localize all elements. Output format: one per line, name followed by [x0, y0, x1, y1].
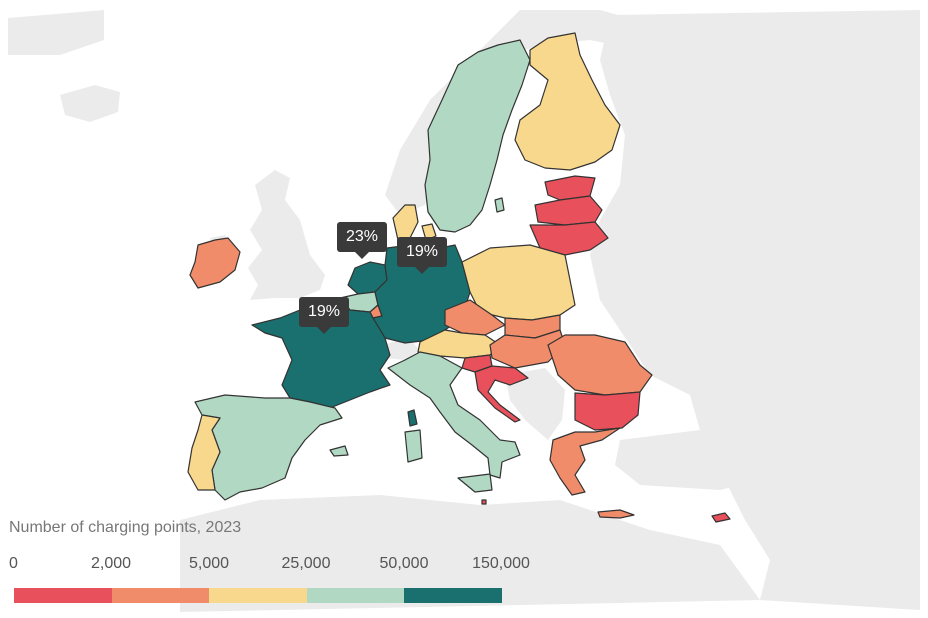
legend-swatch-0	[14, 588, 112, 603]
land-north-cap	[8, 10, 104, 55]
country-croatia[interactable]	[474, 365, 529, 423]
country-italy-sardinia[interactable]	[404, 429, 423, 463]
callout-netherlands: 23%	[337, 222, 388, 259]
legend-swatch-3	[306, 588, 405, 603]
country-spain-balearics[interactable]	[329, 445, 349, 457]
land-great-britain	[248, 170, 325, 300]
country-greece[interactable]	[549, 427, 621, 496]
country-france-corsica[interactable]	[407, 409, 418, 427]
country-denmark-zealand[interactable]	[421, 223, 437, 241]
land-iceland	[60, 85, 120, 122]
legend-swatch-2	[209, 588, 307, 603]
legend-swatch-1	[111, 588, 210, 603]
legend-tick-3: 25,000	[281, 555, 331, 572]
country-romania[interactable]	[547, 334, 653, 396]
land-turkey	[615, 420, 810, 490]
country-finland[interactable]	[514, 32, 621, 171]
legend-title: Number of charging points, 2023	[9, 519, 242, 536]
land-africa	[180, 495, 760, 612]
callout-france: 19%	[299, 297, 350, 334]
legend-tick-1: 2,000	[90, 555, 132, 572]
country-portugal[interactable]	[187, 414, 221, 491]
country-bulgaria[interactable]	[574, 391, 641, 431]
country-cyprus[interactable]	[711, 512, 731, 523]
country-italy[interactable]	[387, 351, 521, 479]
legend-tick-5: 150,000	[472, 555, 530, 572]
background-land	[8, 10, 920, 612]
legend-swatch-4	[404, 588, 502, 603]
legend-tick-2: 5,000	[188, 555, 230, 572]
country-italy-sicily[interactable]	[457, 473, 493, 493]
country-latvia[interactable]	[534, 195, 603, 226]
legend-color-bar	[14, 588, 502, 603]
country-czechia[interactable]	[444, 299, 506, 336]
land-russia-east	[590, 10, 920, 610]
country-ireland[interactable]	[189, 237, 241, 289]
callout-germany: 19%	[397, 237, 448, 274]
country-sweden[interactable]	[424, 39, 531, 233]
land-switzerland	[382, 338, 420, 360]
eu-countries	[187, 32, 731, 523]
land-balkans	[505, 368, 565, 440]
country-greece-crete[interactable]	[597, 509, 635, 519]
legend-tick-0: 0	[9, 555, 18, 572]
country-sweden-gotland[interactable]	[494, 197, 505, 213]
country-malta[interactable]	[481, 499, 487, 505]
legend-tick-4: 50,000	[379, 555, 429, 572]
